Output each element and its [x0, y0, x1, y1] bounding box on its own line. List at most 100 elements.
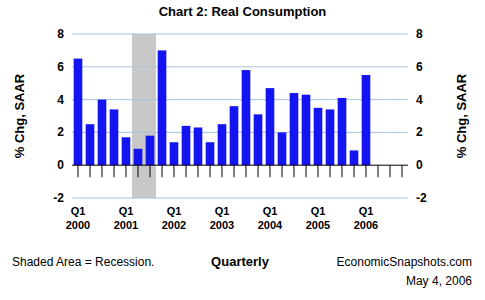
- x-tick-label-line: 2000: [66, 219, 90, 231]
- y2-tick-label: 0: [416, 158, 423, 172]
- bar: [266, 88, 275, 165]
- x-tick-label-line: 2002: [162, 219, 186, 231]
- y2-tick-label: 6: [416, 60, 423, 74]
- x-tick-label: Q1 2001: [114, 205, 138, 231]
- source: EconomicSnapshots.com: [337, 255, 472, 269]
- y-tick-label: 2: [57, 125, 64, 139]
- bars: [74, 50, 371, 165]
- x-tick-label-line: Q1: [71, 205, 86, 217]
- x-tick: [342, 165, 343, 177]
- x-tick: [198, 165, 199, 177]
- x-tick-label: Q1 2006: [354, 205, 378, 231]
- bar: [254, 114, 263, 165]
- x-tick: [174, 165, 175, 177]
- x-axis-label: Quarterly: [211, 254, 270, 269]
- grid-line: [72, 34, 408, 35]
- x-tick-label-line: Q1: [359, 205, 374, 217]
- x-tick-label-line: Q1: [263, 205, 278, 217]
- bar: [110, 109, 119, 165]
- bar: [122, 137, 131, 165]
- x-tick: [126, 165, 127, 177]
- x-tick: [114, 165, 115, 177]
- grid-line: [72, 99, 408, 100]
- x-tick: [282, 165, 283, 177]
- y-tick-label: 0: [57, 158, 64, 172]
- x-tick: [258, 165, 259, 177]
- x-tick: [246, 165, 247, 177]
- x-tick-label: Q1 2002: [162, 205, 186, 231]
- x-tick: [90, 165, 91, 177]
- y-tick-label: 6: [57, 60, 64, 74]
- x-tick-label-line: 2001: [114, 219, 138, 231]
- bar: [302, 95, 311, 166]
- bar: [134, 149, 143, 165]
- chart: Chart 2: Real Consumption -2 0 2 4 6 8 -2 0 2 4 6 8 Q…: [0, 0, 485, 300]
- y-tick-label: 8: [57, 27, 64, 41]
- y2-tick-label: 2: [416, 125, 423, 139]
- bar: [218, 124, 227, 165]
- y2-tick-label: -2: [416, 191, 427, 205]
- x-tick: [330, 165, 331, 177]
- x-tick: [366, 165, 367, 177]
- y-axis-label: % Chg, SAAR: [12, 73, 27, 158]
- title: Chart 2: Real Consumption: [159, 4, 327, 19]
- bar: [278, 132, 287, 165]
- recession-shade: [132, 34, 156, 198]
- x-tick: [318, 165, 319, 177]
- bar: [206, 142, 215, 165]
- bar: [98, 100, 107, 166]
- x-tick-label-line: Q1: [119, 205, 134, 217]
- x-tick: [150, 165, 151, 177]
- y-tick-label: 4: [57, 93, 64, 107]
- x-tick: [378, 165, 379, 177]
- x-tick: [294, 165, 295, 177]
- bar: [194, 127, 203, 165]
- bar: [290, 93, 299, 165]
- bar: [350, 150, 359, 165]
- x-tick: [222, 165, 223, 177]
- x-tick: [270, 165, 271, 177]
- y2-tick-label: 8: [416, 27, 423, 41]
- x-tick-label-line: 2003: [210, 219, 234, 231]
- grid-line: [72, 66, 408, 67]
- x-tick: [102, 165, 103, 177]
- x-tick-label: Q1 2003: [210, 205, 234, 231]
- x-tick: [138, 165, 139, 177]
- x-tick-label: Q1 2005: [306, 205, 330, 231]
- bar: [314, 108, 323, 165]
- grid-line: [72, 132, 408, 133]
- x-tick: [402, 165, 403, 177]
- y2-axis-label: % Chg, SAAR: [454, 73, 469, 158]
- x-tick: [78, 165, 79, 177]
- x-tick: [354, 165, 355, 177]
- x-tick-label-line: 2005: [306, 219, 330, 231]
- bar: [326, 109, 335, 165]
- bar: [74, 59, 83, 166]
- bar: [338, 98, 347, 165]
- bar: [158, 50, 167, 165]
- x-tick-label: Q1 2000: [66, 205, 90, 231]
- x-tick-label-line: Q1: [311, 205, 326, 217]
- y2-tick-label: 4: [416, 93, 423, 107]
- grid-line: [72, 198, 408, 199]
- x-tick-label-line: Q1: [215, 205, 230, 217]
- bar: [362, 75, 371, 165]
- x-tick-label: Q1 2004: [258, 205, 283, 231]
- bar: [242, 70, 251, 165]
- y-tick-label: -2: [53, 191, 64, 205]
- x-tick-label-line: 2006: [354, 219, 378, 231]
- zero-line: [72, 165, 408, 166]
- x-tick: [210, 165, 211, 177]
- x-tick: [162, 165, 163, 177]
- x-tick: [306, 165, 307, 177]
- recession-note: Shaded Area = Recession.: [12, 255, 154, 269]
- x-tick: [390, 165, 391, 177]
- bar: [182, 126, 191, 165]
- x-tick-label-line: Q1: [167, 205, 182, 217]
- x-tick: [234, 165, 235, 177]
- bar: [230, 106, 239, 165]
- x-tick-label-line: 2004: [258, 219, 283, 231]
- bar: [86, 124, 95, 165]
- bar: [146, 136, 155, 166]
- bar: [170, 142, 179, 165]
